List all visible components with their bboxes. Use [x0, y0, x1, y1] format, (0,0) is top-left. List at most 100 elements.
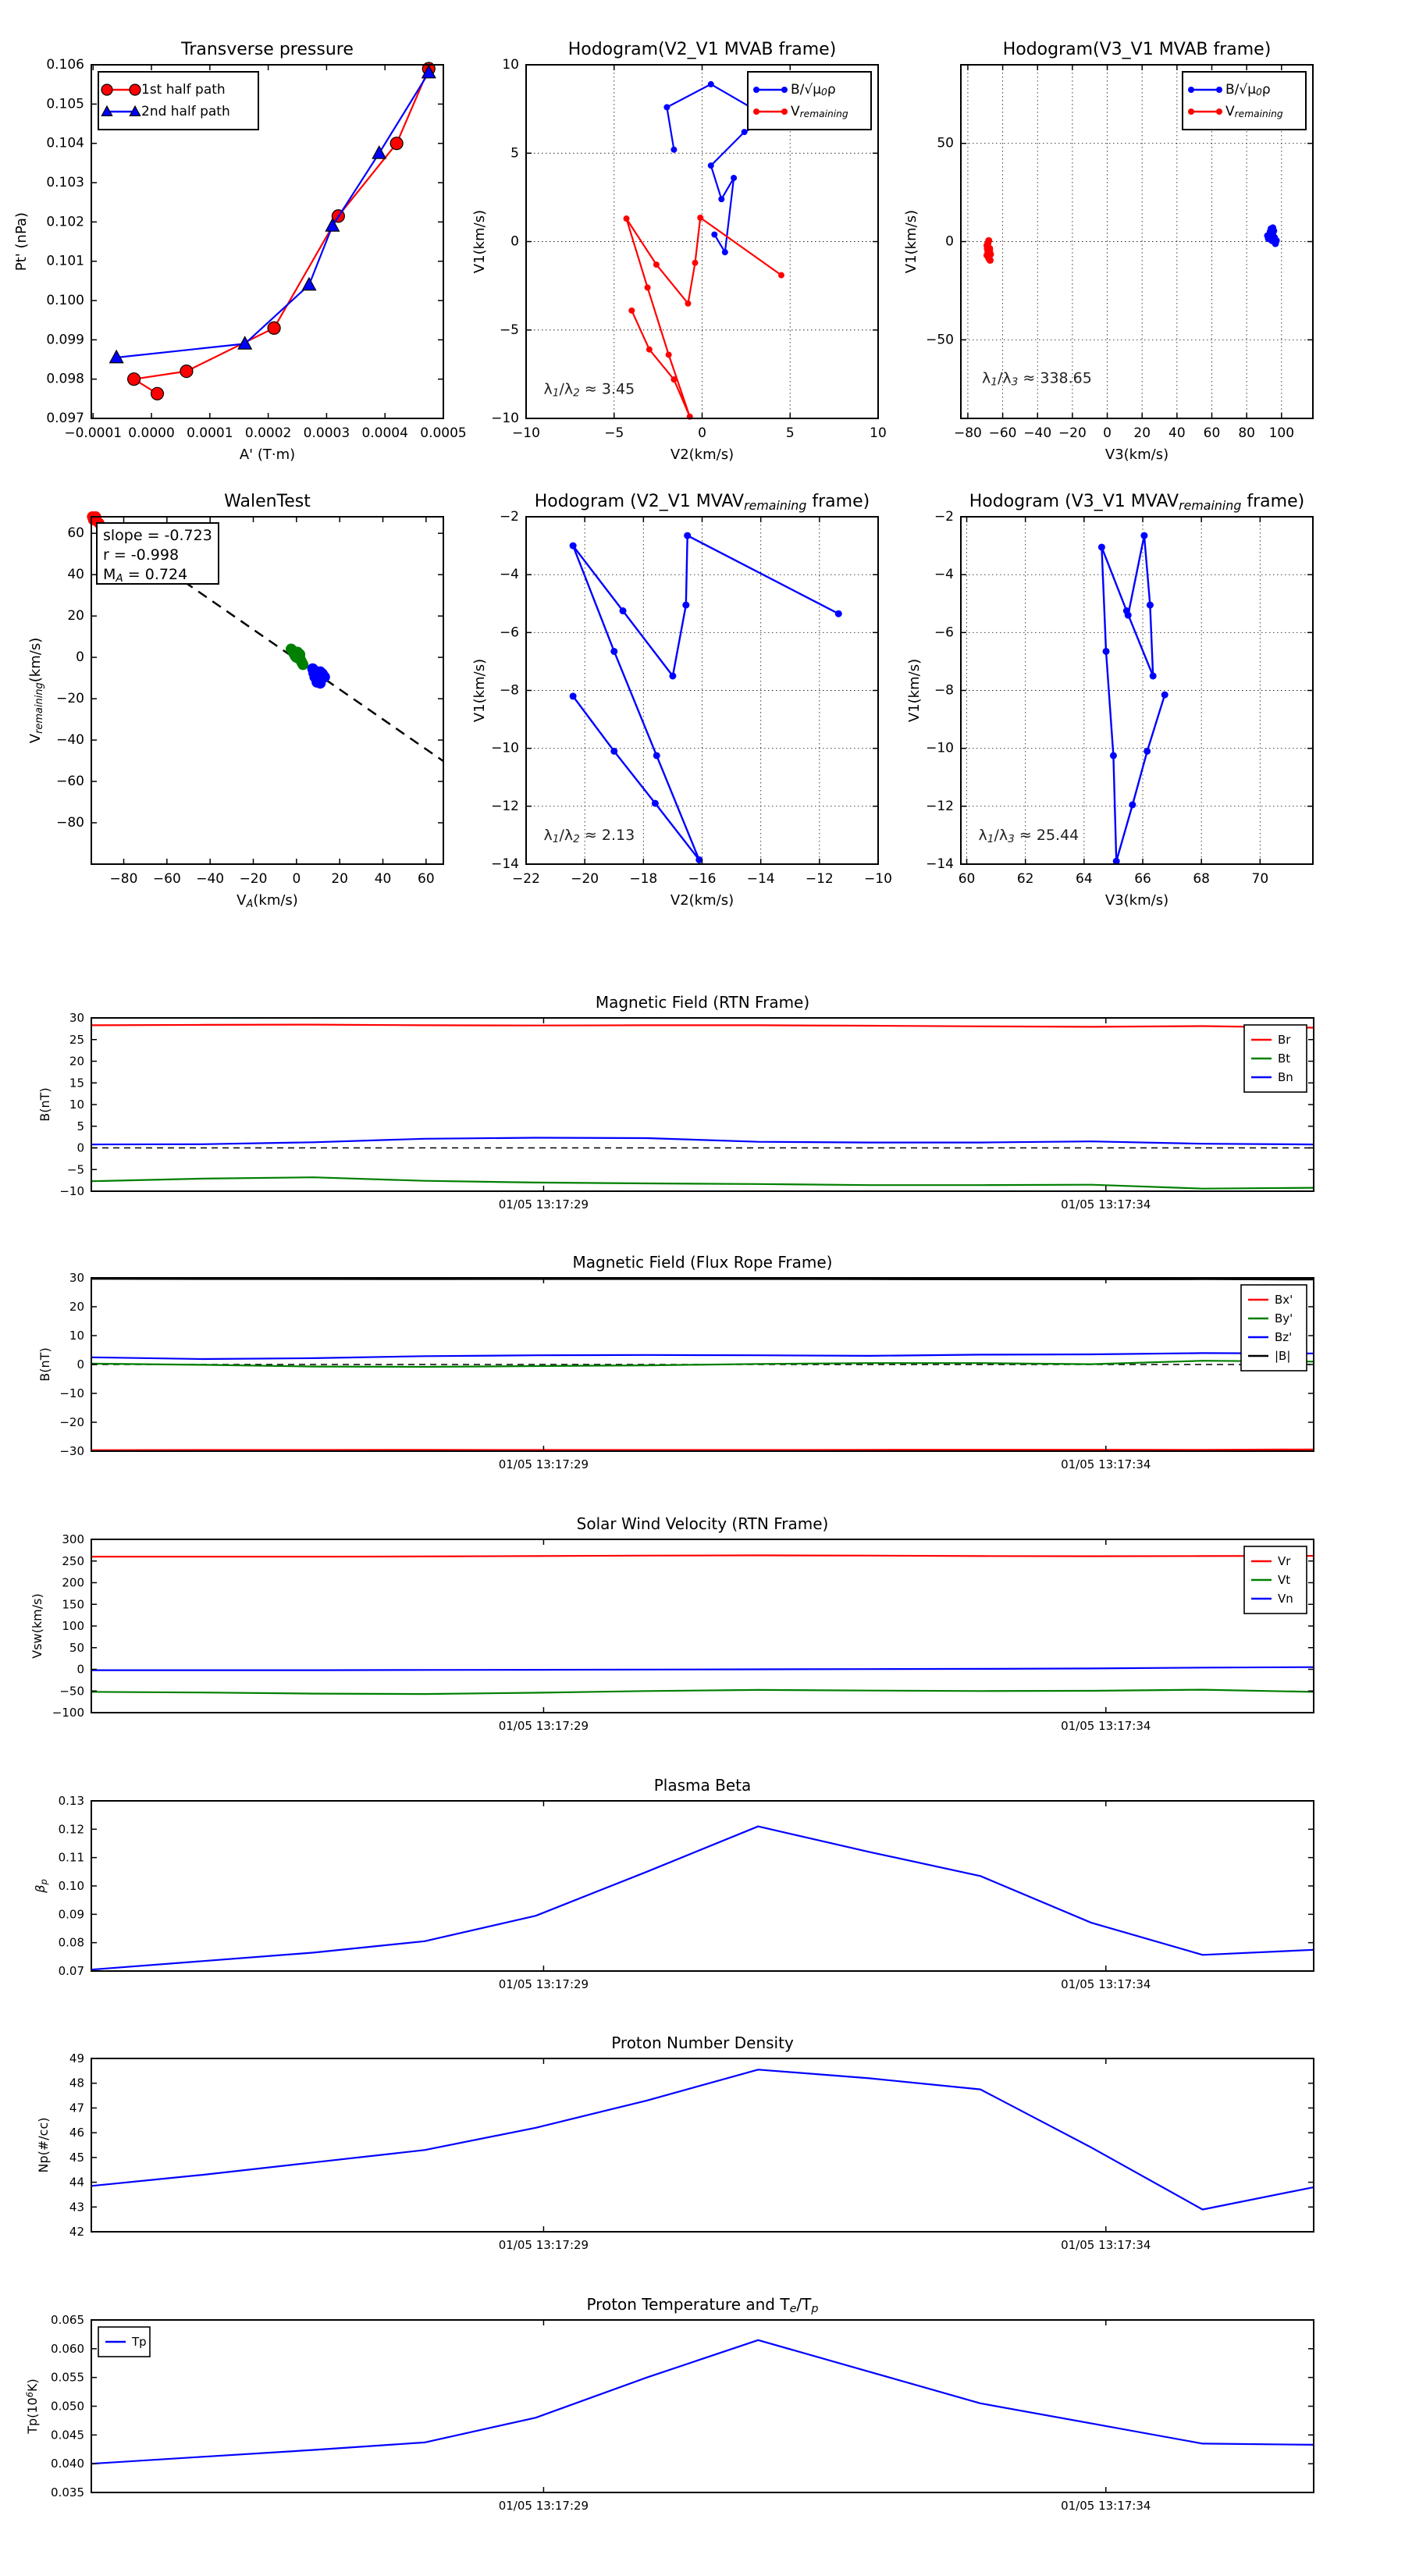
x-tick-label: −20: [240, 871, 268, 887]
annotation: λ1/λ2 ≈ 2.13: [544, 827, 635, 845]
y-axis-label: B(nT): [37, 1087, 52, 1121]
chart-hodogram-v3v1-mvab: −80 −60 −40 −20 0 20 40 60 80 100 −50 0 50 Hodogram(V…: [903, 40, 1314, 463]
y-tick-label: 40: [67, 567, 84, 582]
marker-dot: [651, 799, 659, 807]
x-tick-label: 01/05 13:17:34: [1061, 2238, 1151, 2252]
x-tick-label: −20: [571, 871, 599, 887]
x-tick-label: −10: [864, 871, 892, 887]
y-tick-label: 150: [62, 1597, 84, 1611]
x-tick-label: 01/05 13:17:29: [499, 1977, 589, 1991]
y-tick-label: 20: [69, 1300, 84, 1314]
y-tick-label: −2: [934, 509, 954, 525]
marker-dot: [1264, 235, 1272, 243]
marker-dot: [741, 129, 748, 136]
y-tick-label: 0: [76, 1663, 84, 1677]
y-tick-label: 10: [69, 1098, 84, 1112]
y-tick-label: 30: [69, 1011, 84, 1025]
x-tick-label: 20: [1133, 425, 1151, 441]
x-tick-label: 01/05 13:17:29: [499, 2499, 589, 2513]
marker-circle: [150, 386, 165, 400]
series-V2 V1 path: [571, 534, 839, 861]
y-tick-label: −20: [59, 1415, 84, 1429]
legend-label: Bt: [1278, 1051, 1290, 1066]
y-tick-label: 0: [76, 1357, 84, 1372]
series-V3 V1 path: [1101, 534, 1166, 863]
x-tick-label: 0.0001: [187, 425, 233, 441]
y-tick-label: 5: [510, 145, 519, 161]
chart-walen-test: −80 −60 −40 −20 0 20 40 60 −80 −60 −40 −20 0 20 40 60 Wa…: [27, 492, 444, 910]
x-tick-label: 0.0004: [361, 425, 407, 441]
chart-title: Magnetic Field (Flux Rope Frame): [573, 1253, 833, 1272]
marker-dot: [1216, 87, 1222, 93]
chart-title: Solar Wind Velocity (RTN Frame): [577, 1514, 829, 1533]
series-Br: [91, 1023, 1314, 1029]
y-axis-label: Tp(106K): [24, 2379, 40, 2435]
y-tick-label: 0.100: [46, 293, 84, 308]
x-tick-label: 68: [1193, 871, 1210, 887]
y-axis-label: B(nT): [37, 1347, 52, 1381]
chart-hodogram-v2v1-mvav: −22 −20 −18 −16 −14 −12 −10 −14 −12 −10 −8 −6 −4 −2 Ho…: [471, 492, 892, 909]
legend-label: Bz': [1275, 1330, 1292, 1344]
legend-box: [747, 71, 872, 130]
y-tick-label: 10: [69, 1329, 84, 1343]
series-beta p: [91, 1825, 1314, 1971]
marker-dot: [1149, 672, 1157, 680]
y-tick-label: 100: [62, 1619, 84, 1633]
legend-label: Vremaining: [791, 104, 848, 119]
chart-title: Hodogram (V2_V1 MVAVremaining frame): [535, 492, 870, 513]
marker-dot: [707, 80, 714, 87]
series-Vn: [91, 1666, 1314, 1671]
chart-title: WalenTest: [224, 492, 311, 511]
x-tick-label: 0.0002: [245, 425, 291, 441]
y-tick-label: 0.035: [51, 2485, 84, 2500]
marker-dot: [318, 671, 330, 683]
y-tick-label: −50: [926, 332, 954, 347]
y-tick-label: 48: [69, 2076, 84, 2090]
y-tick-label: 49: [69, 2051, 84, 2065]
legend-box: [1182, 71, 1307, 130]
x-tick-label: −16: [688, 871, 717, 887]
y-axis-label: V1(km/s): [471, 659, 488, 722]
legend: B/√μ0ρ Vremaining: [747, 71, 872, 130]
legend-label: Vt: [1278, 1573, 1290, 1587]
marker-dot: [1146, 601, 1154, 609]
chart-title: Transverse pressure: [180, 40, 354, 59]
marker-dot: [653, 261, 660, 268]
y-tick-label: −10: [491, 741, 519, 756]
legend-label: 2nd half path: [141, 104, 230, 119]
y-axis-label: Vremaining(km/s): [27, 638, 45, 743]
x-tick-label: 100: [1269, 425, 1294, 441]
marker-dot: [1109, 752, 1117, 760]
y-tick-label: 0: [945, 234, 954, 250]
x-tick-label: 01/05 13:17:34: [1061, 2499, 1151, 2513]
x-axis-label: V3(km/s): [1105, 892, 1168, 909]
x-tick-label: −60: [989, 425, 1017, 441]
y-tick-label: −6: [934, 624, 954, 640]
chart-proton-temperature: 01/05 13:17:29 01/05 13:17:34 0.035 0.040 0.…: [24, 2295, 1314, 2513]
marker-triangle: [129, 105, 141, 116]
chart-hodogram-v3v1-mvav: 60 62 64 66 68 70 −14 −12 −10 −8 −6 −4 −2 Hodogram (V…: [906, 492, 1314, 909]
y-tick-label: 50: [937, 136, 954, 151]
series-By': [91, 1360, 1314, 1368]
y-tick-label: −6: [500, 624, 519, 640]
y-tick-label: 0.045: [51, 2428, 84, 2442]
marker-dot: [1140, 532, 1148, 539]
y-tick-label: 300: [62, 1532, 84, 1546]
y-tick-label: 0: [76, 1141, 84, 1155]
x-tick-label: 0: [292, 871, 301, 887]
x-tick-label: 10: [870, 425, 887, 441]
y-tick-label: 43: [69, 2200, 84, 2214]
y-tick-label: 0.07: [59, 1964, 84, 1978]
x-tick-label: 01/05 13:17:34: [1061, 1457, 1151, 1471]
marker-triangle: [108, 349, 124, 364]
y-tick-label: 45: [69, 2151, 84, 2165]
marker-dot: [1112, 857, 1120, 865]
x-tick-label: 64: [1076, 871, 1093, 887]
x-axis-label: VA(km/s): [237, 892, 298, 910]
y-tick-label: 0.104: [46, 136, 84, 151]
marker-dot: [1188, 87, 1194, 93]
y-tick-label: 20: [67, 608, 84, 624]
y-tick-label: 200: [62, 1576, 84, 1590]
marker-dot: [663, 104, 670, 111]
